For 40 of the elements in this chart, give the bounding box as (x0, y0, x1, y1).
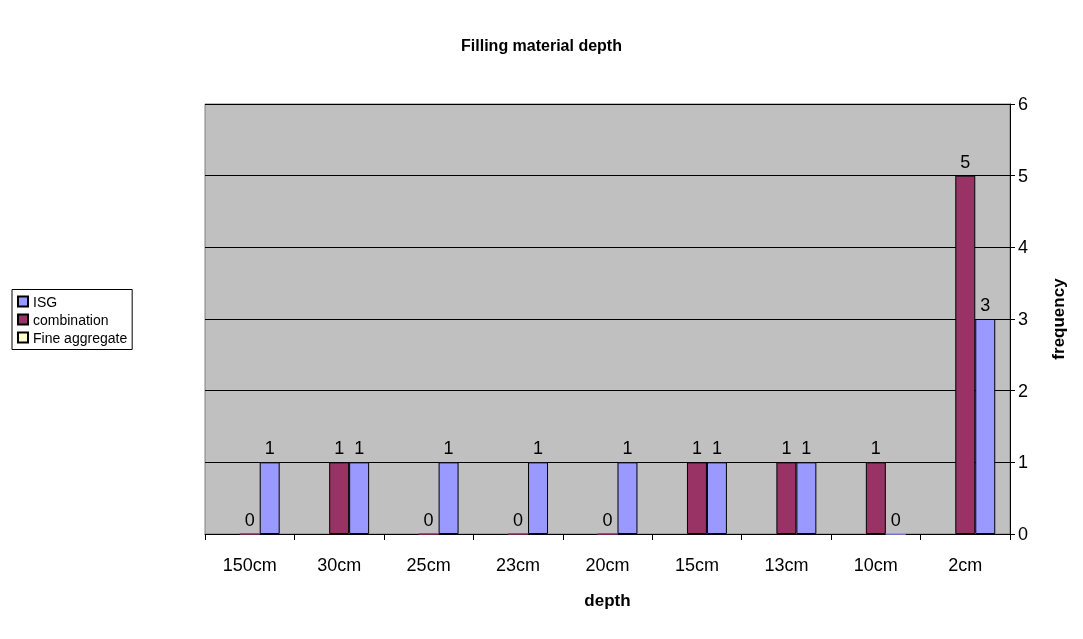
legend-label: Fine aggregate (33, 329, 128, 346)
x-tick-label: 23cm (496, 555, 541, 575)
data-label: 1 (622, 438, 633, 459)
y-tick-label: 5 (1018, 165, 1029, 186)
legend-label: combination (33, 311, 109, 328)
x-tick-label: 25cm (406, 555, 451, 575)
y-axis-title: frequency (1049, 277, 1068, 360)
y-tick-label: 1 (1018, 452, 1029, 473)
x-tick-label: 150cm (222, 555, 277, 575)
y-tick-label: 6 (1018, 94, 1029, 114)
data-label: 1 (443, 438, 454, 459)
y-tick-label: 3 (1018, 309, 1029, 329)
data-label: 1 (801, 438, 812, 459)
x-tick-label: 13cm (764, 555, 809, 575)
y-tick-label: 0 (1018, 524, 1029, 544)
data-label: 1 (781, 438, 792, 459)
data-label: 5 (960, 151, 971, 172)
x-tick-label: 15cm (674, 555, 719, 575)
data-label: 1 (870, 438, 881, 459)
data-label: 1 (354, 438, 365, 459)
data-label: 1 (711, 438, 722, 459)
legend-label: ISG (33, 293, 58, 310)
x-tick-label: 30cm (317, 555, 362, 575)
x-axis-title: depth (584, 591, 631, 610)
data-label: 1 (691, 438, 702, 459)
data-label: 1 (334, 438, 345, 459)
data-label: 1 (264, 438, 275, 459)
x-tick-label: 2cm (948, 555, 983, 575)
data-label: 0 (244, 509, 255, 530)
data-label: 3 (980, 295, 991, 315)
y-tick-label: 2 (1018, 380, 1029, 401)
y-tick-label: 4 (1018, 237, 1029, 258)
data-label: 0 (602, 509, 613, 530)
data-label: 0 (423, 509, 434, 530)
data-label: 0 (890, 509, 901, 530)
data-label: 1 (533, 438, 544, 459)
x-tick-label: 10cm (853, 555, 898, 575)
chart-title: Filling material depth (461, 36, 622, 54)
data-label: 0 (513, 509, 524, 530)
x-tick-label: 20cm (585, 555, 630, 575)
